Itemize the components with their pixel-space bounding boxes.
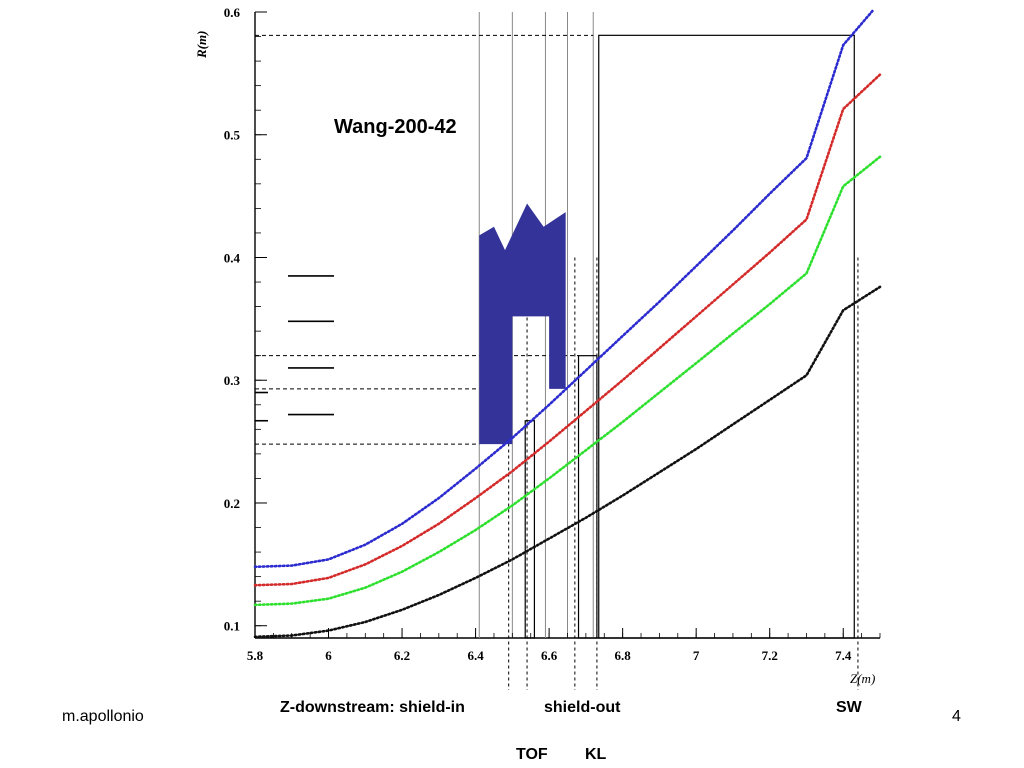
y-tick-label: 0.6 <box>224 5 241 20</box>
y-tick-label: 0.3 <box>224 373 241 388</box>
shield-group <box>479 203 566 445</box>
x-tick-label: 6.8 <box>615 648 632 663</box>
horizontal-lines-group <box>255 34 594 445</box>
x-tick-label: 6.4 <box>467 648 484 663</box>
y-tick-label: 0.1 <box>224 619 240 634</box>
y-tick-label: 0.5 <box>224 128 241 143</box>
x-tick-label: 6.2 <box>394 648 410 663</box>
detector-rectangle <box>577 355 598 639</box>
series-group <box>253 9 882 639</box>
shield-block <box>479 203 566 445</box>
ticks-group: 5.8 6 6.2 6.4 6.6 6.8 7 7.2 7.4 0.1 0.2 0.3 0.4 0.5 0.… <box>224 5 881 663</box>
x-tick-label: 7 <box>693 648 700 663</box>
z-downstream-label: Z-downstream: shield-in <box>280 699 465 716</box>
kl-label: KL <box>585 746 607 763</box>
y-axis-label: R(m) <box>194 31 209 59</box>
sw-label: SW <box>836 699 862 716</box>
author-label: m.apollonio <box>62 708 144 725</box>
x-axis-label: Z(m) <box>850 671 875 686</box>
series-line-green <box>253 155 882 607</box>
vertical-lines-group <box>478 12 859 690</box>
x-tick-label: 6 <box>325 648 332 663</box>
series-line-red <box>253 73 882 587</box>
detector-rectangles-group <box>524 34 855 639</box>
x-tick-label: 6.6 <box>541 648 558 663</box>
labels-group: Wang-200-42 Z(m) R(m) <box>194 31 875 686</box>
series-line-black <box>253 285 882 639</box>
series-line-blue <box>253 9 874 569</box>
tof-label: TOF <box>516 746 548 763</box>
chart-title: Wang-200-42 <box>334 116 457 138</box>
x-tick-label: 5.8 <box>247 648 264 663</box>
page-number: 4 <box>952 708 961 725</box>
x-tick-label: 7.4 <box>835 648 852 663</box>
shield-out-label: shield-out <box>544 699 621 716</box>
x-tick-label: 7.2 <box>762 648 778 663</box>
y-tick-label: 0.2 <box>224 496 240 511</box>
y-tick-label: 0.4 <box>224 250 241 265</box>
detector-rectangle <box>598 34 855 639</box>
